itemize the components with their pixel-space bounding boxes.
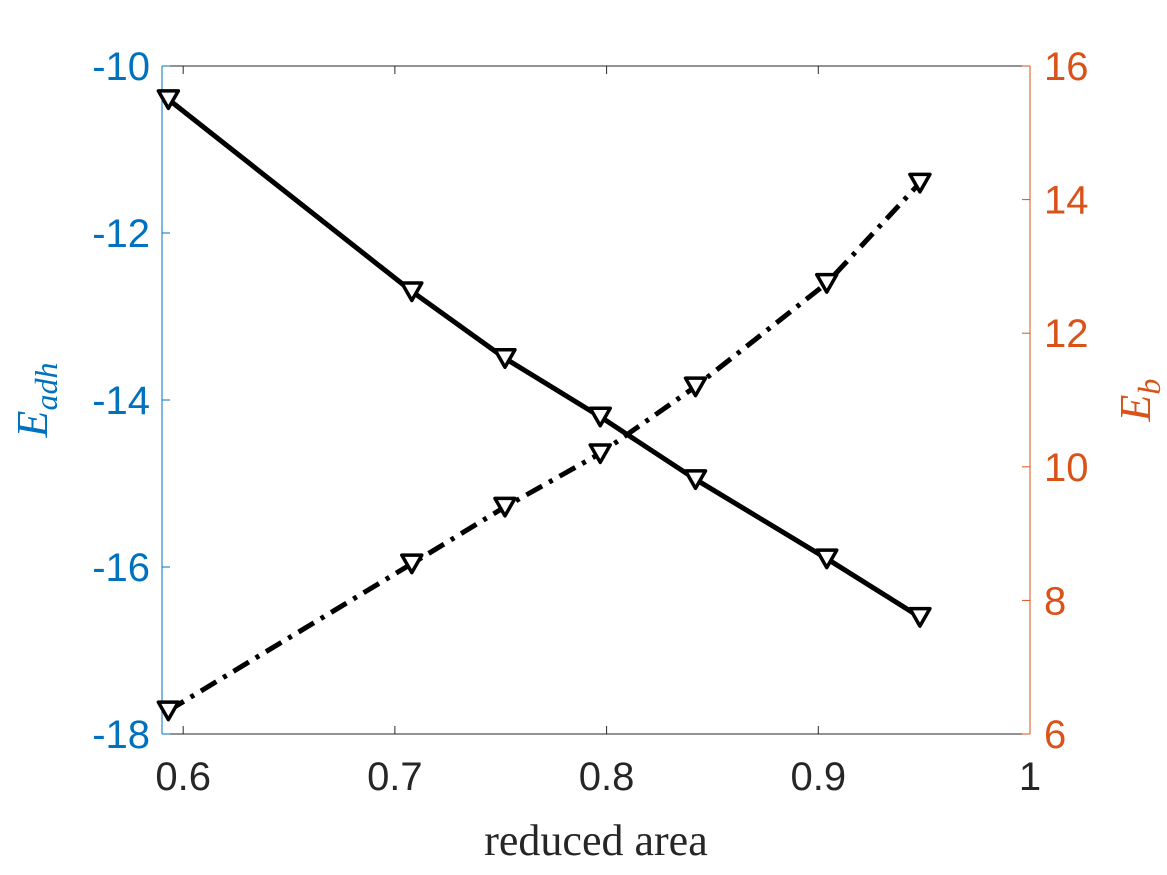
left-y-axis-label-main: E bbox=[8, 410, 57, 438]
data-point-bending-energy bbox=[908, 172, 932, 194]
right-y-axis-label-main: E bbox=[1111, 394, 1160, 422]
left-y-axis-label-sub: adh bbox=[28, 363, 64, 411]
data-point-bending-energy bbox=[588, 443, 612, 465]
data-point-adhesion-energy bbox=[588, 406, 612, 428]
series-line-adhesion-energy bbox=[166, 97, 922, 620]
right-y-axis-label-sub: b bbox=[1131, 379, 1167, 395]
right-y-tick-label: 8 bbox=[1044, 579, 1066, 623]
x-tick-label: 0.7 bbox=[367, 755, 423, 799]
data-point-bending-energy bbox=[493, 496, 517, 518]
data-point-adhesion-energy bbox=[156, 89, 181, 111]
left-y-axis: -10 -12 -14 -16 -18 bbox=[92, 45, 170, 757]
data-point-bending-energy bbox=[400, 553, 424, 575]
x-tick-label: 0.8 bbox=[579, 755, 635, 799]
series-line-bending-energy bbox=[167, 181, 922, 713]
data-point-adhesion-energy bbox=[400, 281, 424, 303]
x-tick-label: 0.9 bbox=[790, 755, 846, 799]
series-layer bbox=[156, 89, 932, 722]
data-point-adhesion-energy bbox=[908, 606, 932, 628]
x-axis: 0.6 0.7 0.8 0.9 1 bbox=[155, 66, 1041, 799]
left-y-tick-label: -16 bbox=[92, 546, 150, 590]
right-y-tick-label: 10 bbox=[1044, 446, 1089, 490]
data-point-bending-energy bbox=[683, 376, 708, 398]
right-y-axis-label: Eb bbox=[1111, 379, 1167, 423]
data-point-bending-energy bbox=[815, 272, 839, 294]
right-y-tick-label: 12 bbox=[1044, 312, 1089, 356]
left-y-tick-label: -10 bbox=[92, 45, 150, 89]
data-point-adhesion-energy bbox=[815, 548, 839, 570]
x-tick-label: 0.6 bbox=[155, 755, 211, 799]
left-y-tick-label: -14 bbox=[92, 379, 150, 423]
x-tick-label: 1 bbox=[1019, 755, 1041, 799]
left-y-tick-label: -18 bbox=[92, 713, 150, 757]
left-y-tick-label: -12 bbox=[92, 212, 150, 256]
data-point-bending-energy bbox=[156, 700, 181, 722]
x-axis-label: reduced area bbox=[484, 816, 707, 865]
data-point-adhesion-energy bbox=[683, 469, 708, 491]
left-y-axis-label: Eadh bbox=[8, 363, 64, 439]
right-y-axis: 16 14 12 10 8 6 bbox=[1022, 45, 1089, 757]
data-point-adhesion-energy bbox=[493, 348, 517, 369]
right-y-tick-label: 16 bbox=[1044, 45, 1089, 89]
plot-area bbox=[162, 65, 1030, 735]
right-y-tick-label: 6 bbox=[1044, 713, 1066, 757]
right-y-tick-label: 14 bbox=[1044, 179, 1089, 223]
